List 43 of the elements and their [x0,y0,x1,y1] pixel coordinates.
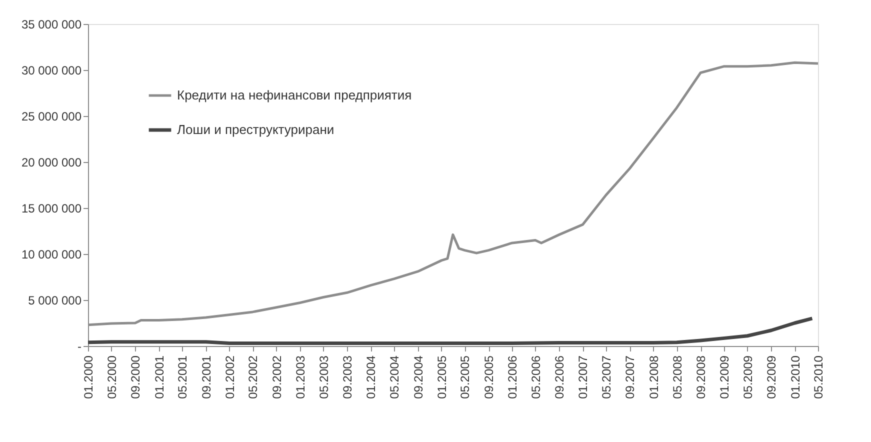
x-tick-label: 01.2002 [222,355,237,399]
x-tick-label: 05.2002 [246,355,260,399]
y-tick-label: 30 000 000 [21,64,82,78]
y-tick-label: 20 000 000 [21,156,82,170]
x-tick-label: 09.2000 [128,355,143,399]
x-tick-label: 05.2003 [316,355,331,399]
x-tick-label: 01.2008 [646,355,661,399]
x-tick-label: 05.2010 [812,355,826,399]
x-tick-label: 05.2008 [670,355,684,399]
x-tick-label: 09.2003 [340,355,355,399]
x-tick-label: 05.2004 [388,355,402,399]
x-tick-label: 09.2002 [270,355,284,399]
y-tick-label: 15 000 000 [21,202,82,216]
x-tick-label: 01.2001 [152,355,166,399]
x-tick-label: 01.2000 [82,355,96,399]
x-tick-label: 09.2009 [764,355,779,399]
x-tick-label: 09.2005 [482,355,496,399]
x-tick-label: 09.2004 [411,355,426,399]
x-tick-label: 01.2009 [718,355,732,399]
x-tick-label: 09.2007 [623,355,638,399]
y-tick-label: 35 000 000 [21,18,82,32]
x-tick-label: 09.2001 [199,355,214,399]
x-tick-label: 09.2008 [694,355,708,399]
legend-label: Лоши и преструктурирани [177,122,334,137]
x-tick-label: 01.2010 [788,355,802,399]
x-tick-label: 01.2007 [576,355,590,399]
x-tick-label: 05.2006 [528,355,543,399]
x-tick-label: 05.2007 [599,355,614,399]
y-tick-label: 5 000 000 [28,294,82,308]
x-tick-label: 05.2005 [458,355,472,399]
x-tick-label: 01.2006 [506,355,520,399]
y-tick-label: - [78,340,82,354]
x-tick-label: 05.2000 [104,355,119,399]
legend-label: Кредити на нефинансови предприятия [177,88,412,102]
x-tick-label: 05.2001 [176,355,190,399]
x-tick-label: 09.2006 [552,355,567,399]
x-tick-label: 01.2005 [434,355,449,399]
y-tick-label: 10 000 000 [21,248,82,262]
line-series [86,316,814,345]
x-tick-label: 01.2003 [294,355,308,399]
y-tick-label: 25 000 000 [21,110,82,124]
x-tick-label: 01.2004 [364,355,378,399]
x-tick-label: 05.2009 [740,355,755,399]
